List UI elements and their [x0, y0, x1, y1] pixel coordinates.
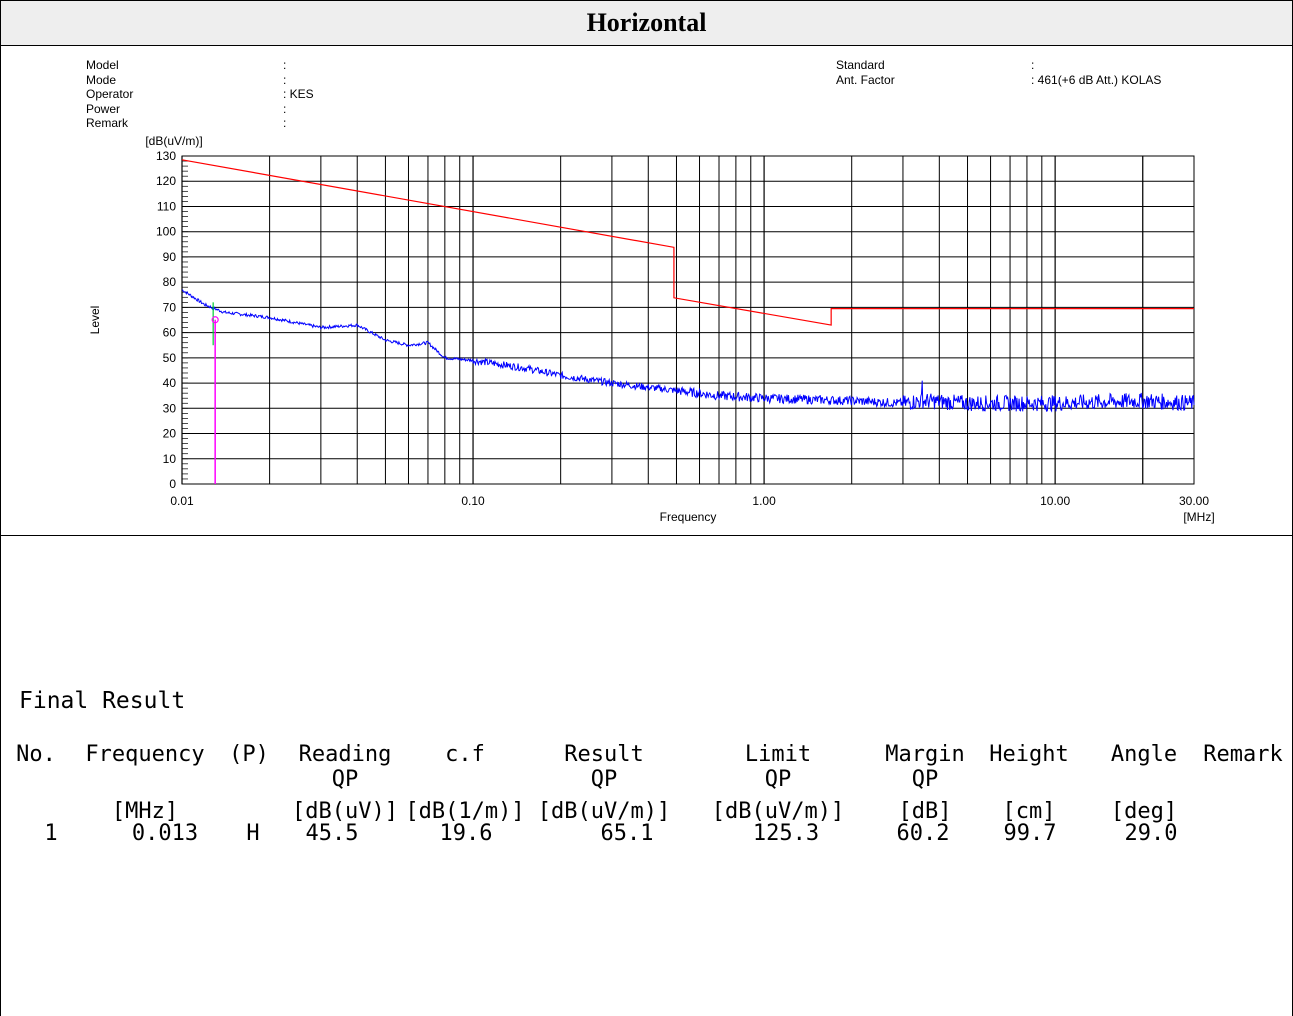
meta-label: Remark: [86, 116, 129, 130]
meta-label: Ant. Factor: [836, 72, 895, 87]
column-header: Reading: [298, 742, 392, 767]
y-tick-label: 0: [169, 477, 176, 491]
chart-panel: Model Mode Operator Power Remark : : : K…: [1, 46, 1292, 536]
meta-value: : 461(+6 dB Att.) KOLAS: [1031, 72, 1162, 87]
column-unit: [dB(uV/m)]: [537, 799, 671, 824]
column-header: Limit: [744, 742, 812, 767]
y-tick-label: 20: [163, 427, 177, 441]
column-subheader: QP: [590, 767, 618, 792]
table-cell: 65.1: [600, 821, 654, 846]
y-tick-label: 30: [163, 401, 177, 415]
column-unit: [cm]: [1002, 799, 1056, 824]
column-header: c.f: [445, 742, 485, 767]
meta-value: :: [1031, 58, 1035, 72]
column-unit: [dB]: [898, 799, 952, 824]
column-header: No.: [16, 742, 56, 767]
column-header: Height: [989, 742, 1069, 767]
y-tick-label: 50: [163, 351, 177, 365]
meta-label: Mode: [86, 72, 117, 87]
meta-value: :: [283, 116, 287, 130]
meta-label: Operator: [86, 87, 134, 101]
y-tick-label: 40: [163, 376, 177, 390]
table-cell: 45.5: [305, 821, 359, 846]
meta-left-values: : : : KES : :: [283, 58, 314, 131]
meta-value: :: [283, 58, 287, 72]
column-unit: [dB(uV/m)]: [711, 799, 845, 824]
column-unit: [dB(uV)]: [292, 799, 398, 824]
column-header: (P): [229, 742, 269, 767]
y-tick-label: 70: [163, 300, 177, 314]
column-header: Margin: [885, 742, 965, 767]
y-tick-label: 80: [163, 275, 177, 289]
meta-value: : KES: [283, 87, 314, 101]
column-subheader: QP: [911, 767, 939, 792]
x-axis-label: Frequency: [660, 510, 717, 524]
y-tick-label: 60: [163, 326, 177, 340]
table-cell: 60.2: [896, 821, 950, 846]
meta-label: Standard: [836, 58, 885, 72]
meta-value: :: [283, 101, 287, 116]
x-tick-label: 1.00: [752, 494, 776, 508]
column-subheader: QP: [764, 767, 792, 792]
column-header: Result: [564, 742, 644, 767]
table-cell: H: [246, 821, 260, 846]
column-header: Frequency: [85, 742, 205, 767]
table-cell: 19.6: [439, 821, 493, 846]
meta-right-labels: Standard Ant. Factor: [836, 58, 895, 87]
table-cell: 29.0: [1124, 821, 1178, 846]
meta-label: Model: [86, 58, 119, 72]
column-header: Remark: [1203, 742, 1283, 767]
table-cell: 99.7: [1003, 821, 1057, 846]
column-unit: [dB(1/m)]: [405, 799, 525, 824]
x-tick-label: 0.10: [461, 494, 485, 508]
x-tick-label: 30.00: [1179, 494, 1209, 508]
y-tick-label: 110: [157, 199, 176, 213]
emission-chart: 0 10 20 30 40 50 60 70 80 90 100 110 120 130 0.01 0.10 1…: [88, 134, 1215, 524]
column-unit: [MHz]: [111, 799, 179, 824]
x-tick-label: 0.01: [170, 494, 194, 508]
x-axis-unit: [MHz]: [1183, 510, 1214, 524]
y-tick-label: 100: [156, 225, 176, 239]
y-tick-label: 10: [163, 452, 177, 466]
table-cell: 0.013: [131, 821, 199, 846]
y-tick-label: 90: [163, 250, 177, 264]
y-axis-label: Level: [88, 306, 102, 335]
column-header: Angle: [1110, 742, 1178, 767]
y-tick-label: 120: [156, 174, 176, 188]
qp-marker-point: [211, 316, 219, 324]
meta-label: Power: [86, 101, 121, 116]
measurement-trace: [181, 289, 1195, 413]
table-cell: 1: [44, 821, 58, 846]
column-unit: [deg]: [1110, 799, 1178, 824]
final-result-title: Final Result: [19, 688, 186, 714]
x-tick-label: 10.00: [1040, 494, 1070, 508]
column-subheader: QP: [331, 767, 359, 792]
limit-line: [181, 159, 1194, 326]
y-tick-label: 130: [156, 149, 176, 163]
table-cell: 125.3: [752, 821, 820, 846]
meta-left-labels: Model Mode Operator Power Remark: [86, 58, 133, 131]
y-axis-unit: [dB(uV/m)]: [145, 134, 202, 148]
meta-value: :: [283, 72, 287, 87]
page-title: Horizontal: [1, 1, 1292, 46]
meta-right-values: : : 461(+6 dB Att.) KOLAS: [1031, 58, 1161, 87]
